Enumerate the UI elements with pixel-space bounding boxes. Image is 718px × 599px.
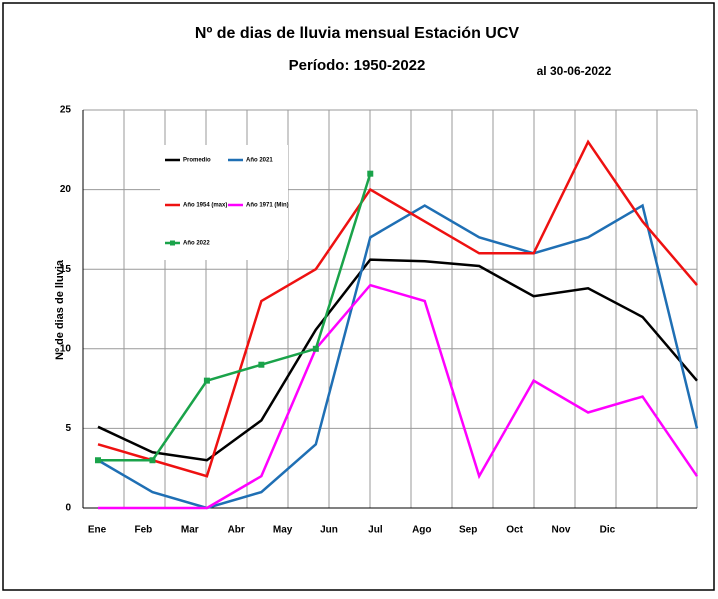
- legend-marker: [170, 240, 175, 246]
- legend-label: Año 1971 (Min): [246, 203, 289, 209]
- y-tick-label: 15: [60, 264, 72, 275]
- y-tick-label: 5: [65, 423, 71, 434]
- x-tick-label: Mar: [181, 525, 199, 536]
- point-marker: [312, 345, 319, 352]
- y-tick-label: 10: [60, 343, 72, 354]
- x-tick-label: Dic: [600, 525, 616, 536]
- x-tick-label: Abr: [228, 525, 245, 536]
- x-tick-label: Feb: [135, 525, 153, 536]
- legend-label: Año 2021: [246, 158, 273, 164]
- x-tick-label: Ene: [88, 525, 107, 536]
- legend-label: Año 1954 (max): [183, 203, 227, 209]
- x-tick-label: Jul: [368, 525, 383, 536]
- series-line: [97, 203, 699, 510]
- point-marker: [258, 361, 265, 368]
- y-tick-label: 20: [60, 184, 72, 195]
- x-tick-label: May: [273, 525, 293, 536]
- frame: [2, 2, 715, 591]
- legend-box: [160, 145, 288, 260]
- point-marker: [95, 457, 101, 464]
- x-tick-label: Ago: [412, 525, 431, 536]
- y-tick-label: 25: [60, 105, 72, 116]
- x-tick-label: Jun: [320, 525, 338, 536]
- x-tick-label: Oct: [506, 525, 523, 536]
- y-tick-label: 0: [65, 503, 71, 514]
- x-tick-label: Nov: [552, 525, 571, 536]
- legend-label: Año 2022: [183, 241, 210, 247]
- series-line: [97, 258, 698, 462]
- series-line: [98, 283, 699, 510]
- series-line: [97, 139, 698, 478]
- point-marker: [149, 457, 156, 464]
- y-axis-label: Nº de dias de lluvia: [54, 259, 66, 360]
- chart-title: Nº de dias de lluvia mensual Estación UC…: [195, 25, 519, 42]
- series-line: [98, 173, 372, 462]
- x-tick-label: Sep: [459, 525, 477, 536]
- point-marker: [367, 170, 374, 177]
- annotation: al 30-06-2022: [537, 64, 612, 78]
- legend-label: Promedio: [183, 158, 211, 164]
- point-marker: [203, 377, 210, 384]
- chart-subtitle: Período: 1950-2022: [289, 57, 426, 74]
